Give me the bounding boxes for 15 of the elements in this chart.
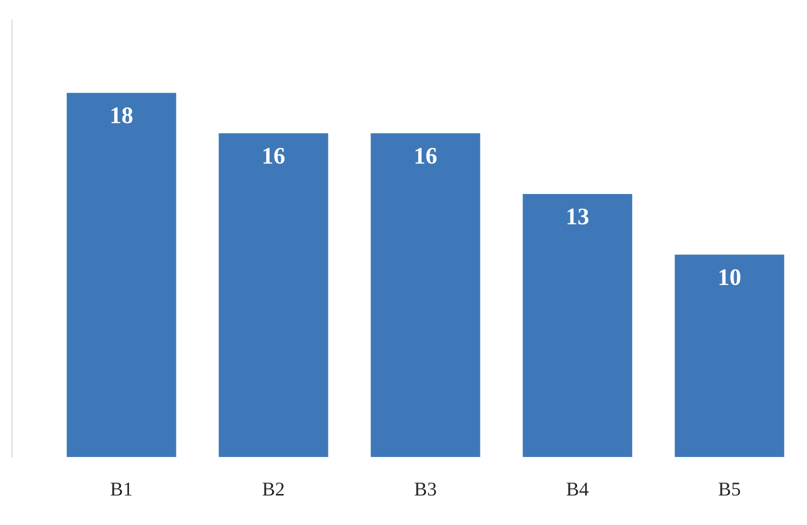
- x-tick-label: B3: [414, 482, 436, 496]
- bar: [522, 194, 632, 457]
- x-tick-label: B5: [718, 482, 740, 496]
- bar: [370, 133, 480, 457]
- bar: [674, 254, 784, 457]
- x-tick-label: B4: [566, 482, 589, 496]
- data-label: 13: [568, 208, 588, 224]
- data-label: 18: [112, 107, 132, 124]
- data-label: 16: [416, 148, 437, 164]
- bar: [66, 92, 176, 457]
- data-label: 10: [720, 269, 740, 286]
- x-tick-label: B2: [262, 482, 284, 496]
- x-tick-label: B1: [110, 482, 132, 496]
- bar: [218, 133, 328, 457]
- data-label: 16: [264, 148, 285, 164]
